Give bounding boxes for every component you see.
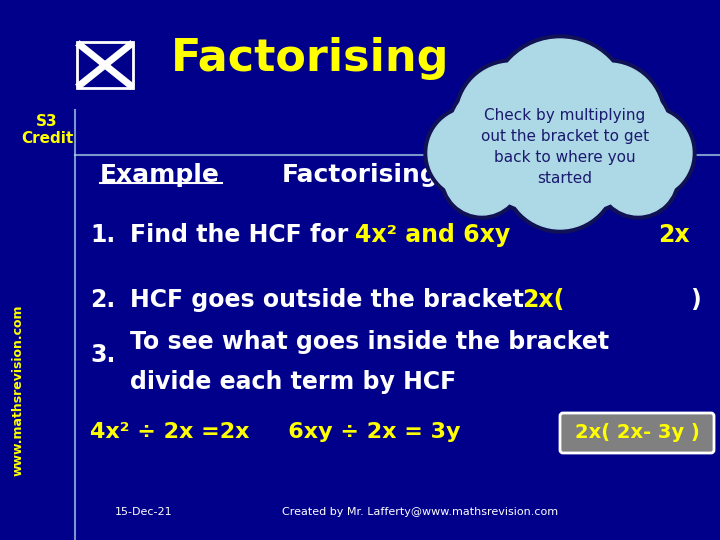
Text: S3
Credit: S3 Credit xyxy=(21,114,73,146)
Text: Created by Mr. Lafferty@www.mathsrevision.com: Created by Mr. Lafferty@www.mathsrevisio… xyxy=(282,507,558,517)
Circle shape xyxy=(534,105,642,213)
Text: 15-Dec-21: 15-Dec-21 xyxy=(115,507,173,517)
Circle shape xyxy=(554,63,662,171)
Circle shape xyxy=(600,139,676,215)
Circle shape xyxy=(444,139,520,215)
Text: 2x(: 2x( xyxy=(522,288,564,312)
Circle shape xyxy=(566,81,670,185)
Text: 2.: 2. xyxy=(90,288,115,312)
Text: 4x² ÷ 2x =2x     6xy ÷ 2x = 3y: 4x² ÷ 2x =2x 6xy ÷ 2x = 3y xyxy=(90,422,461,442)
Bar xyxy=(77,42,133,88)
Text: Factorising: Factorising xyxy=(282,163,438,187)
Text: Factorising: Factorising xyxy=(171,37,449,79)
Text: 1.: 1. xyxy=(90,223,115,247)
Text: Find the HCF for: Find the HCF for xyxy=(130,223,356,247)
Circle shape xyxy=(428,109,516,197)
Text: Example: Example xyxy=(100,163,220,187)
Circle shape xyxy=(446,77,558,189)
FancyBboxPatch shape xyxy=(560,413,714,453)
Circle shape xyxy=(454,59,570,175)
Circle shape xyxy=(450,81,554,185)
Circle shape xyxy=(596,135,680,219)
Text: To see what goes inside the bracket
divide each term by HCF: To see what goes inside the bracket divi… xyxy=(130,330,609,394)
Circle shape xyxy=(538,109,638,209)
Text: HCF goes outside the bracket: HCF goes outside the bracket xyxy=(130,288,524,312)
Circle shape xyxy=(482,109,582,209)
Circle shape xyxy=(488,35,632,179)
Circle shape xyxy=(492,39,628,175)
Text: 2x: 2x xyxy=(658,223,690,247)
Circle shape xyxy=(506,121,614,229)
Circle shape xyxy=(562,77,674,189)
Circle shape xyxy=(424,105,520,201)
Circle shape xyxy=(604,109,692,197)
Circle shape xyxy=(600,105,696,201)
Circle shape xyxy=(458,63,566,171)
Text: 3.: 3. xyxy=(90,343,115,367)
Text: Check by multiplying
out the bracket to get
back to where you
started: Check by multiplying out the bracket to … xyxy=(481,108,649,186)
Text: ): ) xyxy=(690,288,701,312)
Circle shape xyxy=(502,117,618,233)
Circle shape xyxy=(550,59,666,175)
Text: 4x² and 6xy: 4x² and 6xy xyxy=(355,223,510,247)
Text: 2x( 2x- 3y ): 2x( 2x- 3y ) xyxy=(575,423,699,442)
Circle shape xyxy=(440,135,524,219)
Text: www.mathsrevision.com: www.mathsrevision.com xyxy=(12,304,24,476)
Circle shape xyxy=(478,105,586,213)
